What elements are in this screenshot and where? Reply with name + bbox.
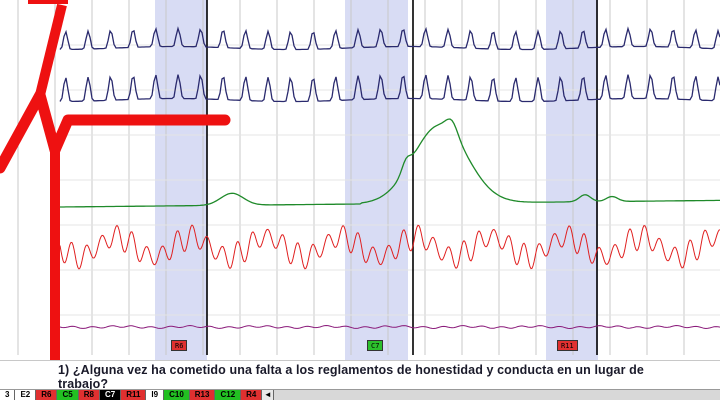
question-tab-c7[interactable]: C7 [99,390,122,400]
question-tab-r13[interactable]: R13 [189,390,216,400]
cardio-trace [59,224,720,270]
brand-logo-upstroke [35,3,67,97]
question-body: ¿Alguna vez ha cometido una falta a los … [58,363,644,391]
question-tab-c10[interactable]: C10 [164,390,190,400]
question-tab-r8[interactable]: R8 [78,390,100,400]
event-marker[interactable]: C7 [367,340,384,351]
chart-svg [0,0,720,360]
question-bar: 1) ¿Alguna vez ha cometido una falta a l… [0,360,720,391]
question-tab-strip: 3 E2 R6 C5 R8 C7 R11 I9 C10 R13 C12 R4 ◄ [0,389,720,400]
question-tab-r6[interactable]: R6 [36,390,58,400]
event-marker[interactable]: R6 [171,340,188,351]
question-number: 1) [58,363,73,377]
respiration-trace-lower [59,73,720,103]
question-tab-r4[interactable]: R4 [241,390,263,400]
question-tab-c12[interactable]: C12 [215,390,242,400]
plethysmograph-trace [59,324,720,330]
question-tab-c5[interactable]: C5 [57,390,79,400]
question-tab-i9[interactable]: I9 [146,390,165,400]
question-tab-3[interactable]: 3 [0,390,16,400]
eda-trace [60,118,720,208]
question-text: 1) ¿Alguna vez ha cometido una falta a l… [58,363,673,391]
question-tab-r11[interactable]: R11 [121,390,147,400]
respiration-trace-upper [59,26,720,51]
polygraph-chart: R6 C7 R11 [0,0,720,360]
event-marker[interactable]: R11 [557,340,578,351]
question-tab-e2[interactable]: E2 [15,390,37,400]
arrow-left-icon[interactable]: ◄ [262,390,275,400]
